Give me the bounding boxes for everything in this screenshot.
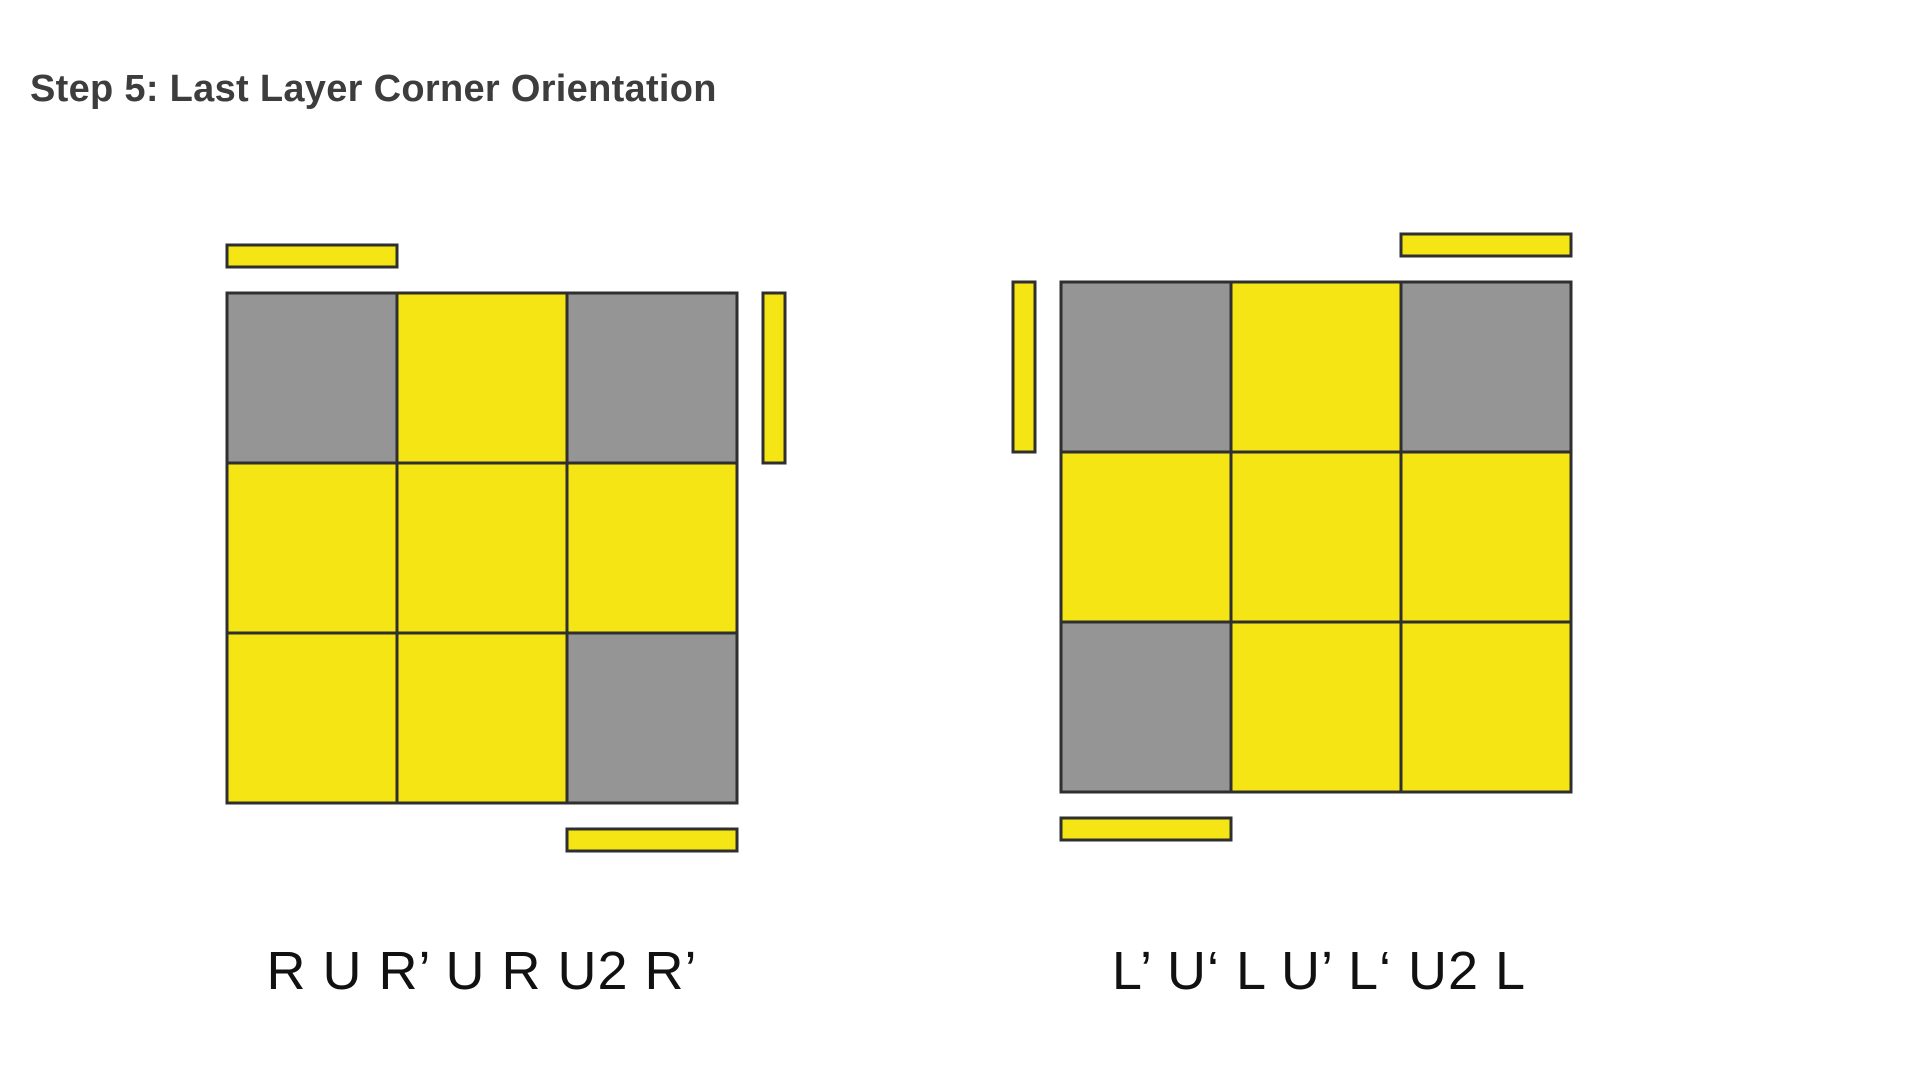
- face-sticker-r1-c0: [225, 461, 399, 635]
- face-sticker-r2-c0: [1059, 620, 1233, 794]
- face-sticker-r2-c1: [395, 631, 569, 805]
- face-sticker-r1-c2: [565, 461, 739, 635]
- step-title: Step 5: Last Layer Corner Orientation: [30, 68, 717, 110]
- face-sticker-r1-c2: [1399, 450, 1573, 624]
- algorithm-left: R U R’ U R U2 R’: [266, 941, 698, 1001]
- face-sticker-r0-c1: [395, 291, 569, 465]
- face-sticker-r0-c0: [1059, 280, 1233, 454]
- side-sticker-left: [1011, 280, 1037, 454]
- case-right-diagram: [1011, 232, 1573, 842]
- algorithm-right: L’ U‘ L U’ L‘ U2 L: [1111, 941, 1527, 1001]
- side-sticker-right: [761, 291, 787, 465]
- face-sticker-r1-c1: [1229, 450, 1403, 624]
- face-sticker-r2-c2: [565, 631, 739, 805]
- face-sticker-r0-c2: [565, 291, 739, 465]
- face-sticker-r0-c1: [1229, 280, 1403, 454]
- face-sticker-r2-c1: [1229, 620, 1403, 794]
- face-sticker-r2-c2: [1399, 620, 1573, 794]
- side-sticker-top: [225, 243, 399, 269]
- side-sticker-bottom: [1059, 816, 1233, 842]
- face-sticker-r1-c0: [1059, 450, 1233, 624]
- side-sticker-bottom: [565, 827, 739, 853]
- face-sticker-r0-c0: [225, 291, 399, 465]
- side-sticker-top: [1399, 232, 1573, 258]
- face-sticker-r2-c0: [225, 631, 399, 805]
- case-left-diagram: [225, 243, 787, 853]
- face-sticker-r1-c1: [395, 461, 569, 635]
- face-sticker-r0-c2: [1399, 280, 1573, 454]
